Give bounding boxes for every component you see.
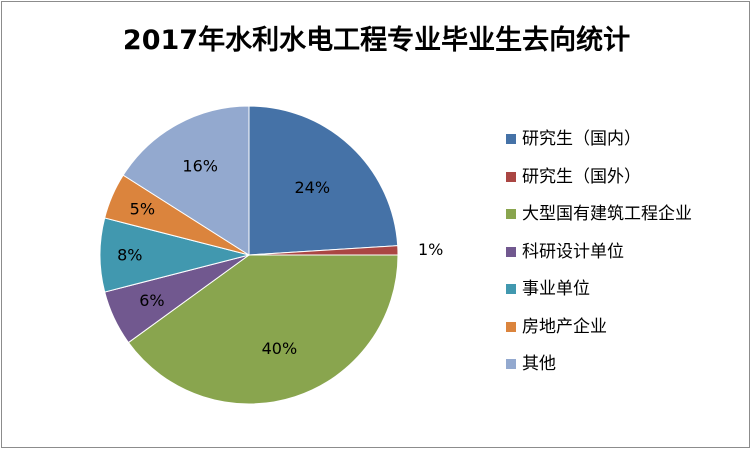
legend-swatch <box>506 246 516 257</box>
legend-item: 事业单位 <box>506 278 692 316</box>
legend-item: 大型国有建筑工程企业 <box>506 203 692 241</box>
legend-swatch <box>506 134 516 144</box>
data-label: 1% <box>418 240 443 259</box>
legend-label: 事业单位 <box>522 279 590 299</box>
legend-label: 研究生（国内） <box>522 129 641 149</box>
legend-label: 科研设计单位 <box>522 241 624 262</box>
legend: 研究生（国内） 研究生（国外） 大型国有建筑工程企业 科研设计单位 事业单位房地产企业其… <box>506 128 692 391</box>
legend-item: 房地产企业 <box>506 316 692 354</box>
legend-swatch <box>506 284 516 294</box>
data-label: 40% <box>262 339 298 358</box>
legend-label: 房地产企业 <box>522 316 607 337</box>
legend-item: 研究生（国内） <box>506 128 692 166</box>
data-label: 16% <box>182 157 218 176</box>
data-label: 8% <box>117 246 142 265</box>
legend-label: 大型国有建筑工程企业 <box>522 204 692 224</box>
legend-label: 研究生（国外） <box>522 166 641 187</box>
legend-item: 科研设计单位 <box>506 241 692 279</box>
data-label: 6% <box>139 291 164 310</box>
pie-slice <box>127 254 399 405</box>
legend-item: 研究生（国外） <box>506 166 692 204</box>
data-label: 24% <box>294 178 330 197</box>
legend-swatch <box>506 209 516 219</box>
pie-slice <box>122 105 250 256</box>
data-label: 5% <box>130 199 155 218</box>
legend-item: 其他 <box>506 353 692 391</box>
legend-swatch <box>506 171 516 182</box>
legend-swatch <box>506 321 516 332</box>
legend-swatch <box>506 359 516 369</box>
legend-label: 其他 <box>522 354 556 374</box>
pie-slice <box>248 105 399 256</box>
chart-title: 2017年水利水电工程专业毕业生去向统计 <box>122 25 631 56</box>
